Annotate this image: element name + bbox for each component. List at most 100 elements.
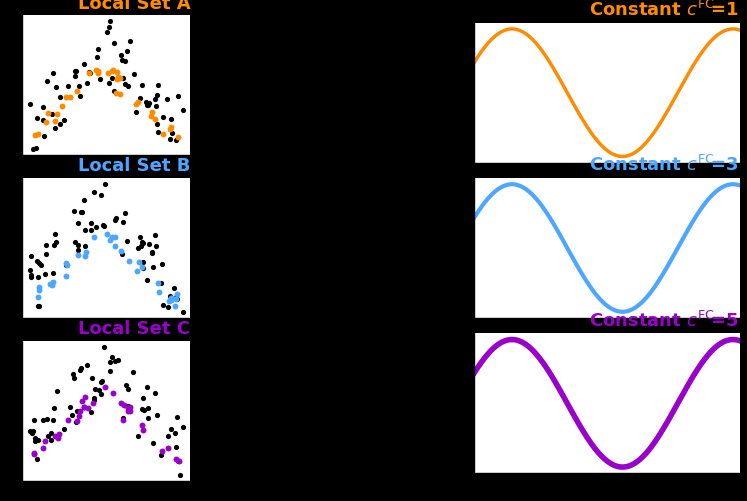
Point: [137, 394, 149, 402]
Point: [66, 411, 78, 419]
Point: [162, 432, 174, 440]
Text: Local Set A: Local Set A: [78, 0, 190, 13]
Point: [73, 412, 85, 420]
Point: [46, 110, 58, 118]
Point: [115, 51, 127, 59]
Point: [107, 389, 119, 397]
Point: [123, 257, 134, 265]
Point: [96, 377, 108, 385]
Point: [25, 271, 37, 279]
Point: [108, 40, 120, 48]
Point: [37, 104, 49, 112]
Point: [93, 386, 105, 394]
Point: [164, 123, 176, 131]
Point: [149, 231, 161, 239]
Point: [104, 236, 116, 244]
Point: [137, 239, 149, 247]
Point: [119, 208, 131, 216]
Point: [25, 252, 37, 260]
Point: [76, 208, 88, 216]
Point: [117, 56, 128, 64]
Point: [92, 46, 104, 54]
Point: [74, 92, 86, 100]
Point: [29, 434, 41, 442]
Point: [63, 82, 75, 90]
Point: [51, 387, 63, 395]
Point: [108, 357, 120, 365]
X-axis label: x: x: [102, 482, 111, 500]
Point: [102, 230, 114, 238]
Point: [141, 276, 153, 284]
Point: [63, 93, 75, 101]
Point: [47, 69, 59, 77]
Point: [72, 241, 84, 249]
Point: [37, 116, 49, 124]
Point: [132, 432, 144, 440]
Point: [84, 69, 96, 77]
Point: [164, 115, 176, 123]
Point: [131, 267, 143, 275]
Point: [169, 429, 181, 437]
Point: [151, 91, 163, 99]
Point: [128, 70, 140, 78]
Point: [40, 249, 52, 258]
Point: [58, 425, 69, 433]
Point: [121, 47, 133, 55]
Point: [40, 241, 52, 249]
Point: [142, 101, 154, 109]
Point: [95, 378, 107, 386]
Point: [38, 132, 50, 140]
Point: [40, 437, 52, 445]
Point: [53, 430, 65, 438]
Point: [109, 216, 121, 224]
Point: [88, 394, 100, 402]
Point: [79, 393, 91, 401]
Point: [127, 368, 139, 376]
Point: [48, 241, 60, 249]
Point: [85, 408, 97, 416]
Point: [82, 404, 94, 412]
Point: [68, 207, 80, 215]
Point: [99, 383, 111, 391]
Point: [78, 403, 90, 411]
Point: [143, 239, 155, 247]
Point: [136, 263, 148, 271]
Point: [121, 237, 133, 245]
Point: [170, 136, 182, 144]
Text: Local Set B: Local Set B: [78, 157, 190, 175]
Point: [134, 242, 146, 250]
Point: [132, 98, 144, 106]
Text: Constant $c^{\mathrm{FC}}\!$=3: Constant $c^{\mathrm{FC}}\!$=3: [589, 155, 740, 175]
Point: [40, 118, 52, 126]
Y-axis label: y: y: [461, 239, 471, 257]
Point: [115, 399, 127, 407]
Point: [170, 302, 182, 310]
Point: [137, 421, 149, 429]
Text: Constant $c^{\mathrm{FC}}\!$=1: Constant $c^{\mathrm{FC}}\!$=1: [589, 0, 740, 20]
Point: [49, 124, 61, 132]
Point: [112, 356, 124, 364]
Point: [70, 418, 82, 426]
Point: [71, 87, 83, 95]
Point: [137, 406, 149, 414]
Point: [118, 401, 130, 409]
Point: [122, 402, 134, 410]
Point: [132, 244, 144, 253]
Point: [172, 92, 184, 100]
Point: [79, 252, 91, 260]
Point: [98, 222, 110, 230]
Point: [28, 449, 40, 457]
Point: [177, 423, 189, 431]
Point: [49, 404, 61, 412]
Point: [30, 144, 42, 152]
Point: [102, 69, 114, 77]
Point: [33, 259, 45, 267]
Point: [78, 60, 90, 68]
Point: [84, 69, 96, 77]
Point: [151, 411, 163, 419]
Point: [55, 93, 66, 101]
Point: [155, 451, 167, 459]
Point: [130, 108, 142, 116]
Point: [106, 67, 118, 75]
Point: [96, 390, 108, 398]
